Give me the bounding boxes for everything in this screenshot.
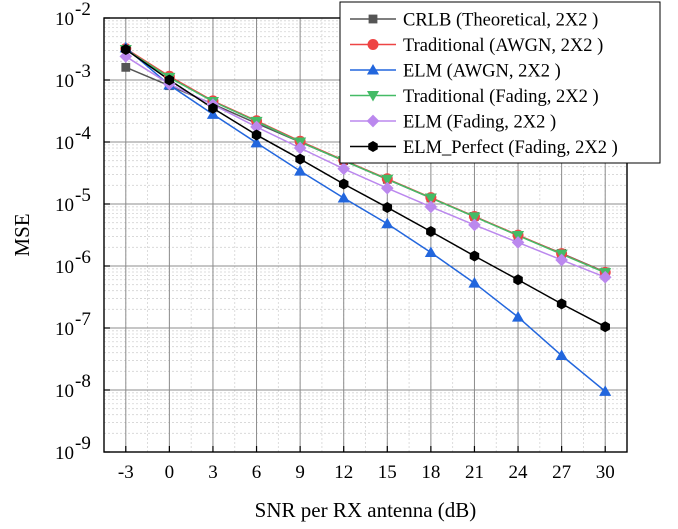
x-tick-label: 27 [552,462,571,483]
data-point [337,191,350,203]
legend-swatch-marker [366,63,380,75]
x-tick-label: 15 [378,462,397,483]
data-point [293,141,307,155]
data-point [119,50,133,63]
y-tick-labels: 10-910-810-710-610-510-410-310-2 [55,0,91,464]
data-point [208,102,218,114]
legend-label: Traditional (AWGN, 2X2 ) [403,36,603,56]
data-point [469,250,480,262]
data-point [468,277,481,288]
series-line-4 [125,48,606,274]
axis-ticks [104,17,606,453]
data-point [556,298,567,310]
y-tick-exponent: -7 [75,309,91,330]
legend-label: Traditional (Fading, 2X2 ) [403,87,599,107]
y-tick-exponent: -8 [75,371,91,392]
series-line-5 [125,55,606,278]
x-axis-label: SNR per RX antenna (dB) [255,498,477,522]
x-tick-label: -3 [118,462,134,483]
series-line-3 [125,47,606,392]
legend-swatch-marker [366,90,380,102]
x-tick-label: 24 [509,462,529,483]
data-point [295,153,305,165]
x-tick-label: 12 [334,462,353,483]
data-point [511,311,525,322]
y-tick-label: 10 [55,133,74,154]
x-tick-label: 3 [208,462,218,483]
data-point [468,218,481,232]
data-point [424,200,438,214]
data-point [511,236,525,249]
data-point [555,349,568,361]
y-tick-label: 10 [55,71,74,92]
legend-swatch-marker [367,39,379,50]
x-tick-labels: -3 0 3 6 9 12 15 18 21 24 27 30 [118,462,615,483]
series-lines [125,47,606,392]
y-tick-exponent: -9 [75,433,91,454]
legend-label: ELM (Fading, 2X2 ) [403,113,556,133]
x-tick-label: 6 [252,462,262,483]
y-tick-label: 10 [55,319,74,340]
legend-swatch-marker [368,14,378,24]
y-tick-label: 10 [55,381,74,402]
legend-swatch-marker [366,114,380,128]
data-point [338,178,349,190]
data-point [121,62,131,72]
data-point [424,246,437,258]
data-point [381,217,394,229]
legend-swatch-marker [368,141,378,152]
x-tick-label: 21 [465,462,484,483]
data-point [251,129,262,141]
data-point [381,174,394,186]
y-tick-label: 10 [55,195,74,216]
x-tick-label: 9 [295,462,305,483]
x-tick-label: 30 [596,462,615,483]
data-point [555,253,568,267]
series-markers [119,41,612,396]
x-tick-label: 18 [421,462,440,483]
data-point [294,164,307,176]
y-tick-label: 10 [55,443,74,464]
y-tick-exponent: -3 [75,61,91,82]
data-point [250,120,263,134]
data-point [426,226,436,238]
data-point [121,44,131,56]
data-point [380,181,394,195]
legend: CRLB (Theoretical, 2X2 ) Traditional (AWG… [339,1,661,164]
data-point [164,74,175,86]
y-tick-label: 10 [55,257,74,278]
data-point [468,212,481,223]
data-point [382,201,393,213]
legend-box [339,1,661,164]
legend-label: ELM_Perfect (Fading, 2X2 ) [403,138,618,158]
x-tick-label: 0 [165,462,175,483]
y-tick-label: 10 [55,9,74,30]
data-point [513,274,523,286]
y-tick-exponent: -2 [75,0,91,20]
series-line-6 [125,48,606,328]
y-tick-exponent: -5 [75,185,91,206]
y-axis-label: MSE [10,213,34,256]
legend-label: ELM (AWGN, 2X2 ) [403,62,561,82]
data-point [598,270,612,284]
data-point [337,162,351,176]
data-point [250,136,263,148]
legend-label: CRLB (Theoretical, 2X2 ) [403,11,598,31]
data-point [424,193,437,205]
data-point [600,321,610,333]
data-point [599,385,612,396]
y-tick-exponent: -6 [75,247,91,268]
y-tick-exponent: -4 [75,123,91,144]
